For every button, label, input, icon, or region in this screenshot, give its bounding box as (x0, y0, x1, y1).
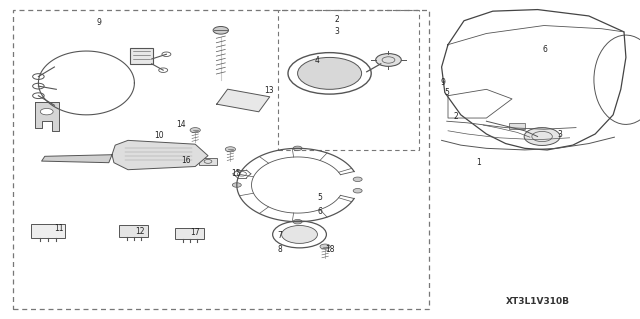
Text: 1: 1 (476, 158, 481, 167)
Polygon shape (217, 89, 269, 112)
FancyBboxPatch shape (175, 228, 204, 239)
Text: 7: 7 (277, 231, 282, 240)
Text: 3: 3 (557, 130, 563, 139)
Text: 16: 16 (180, 156, 191, 165)
Circle shape (298, 57, 362, 89)
Text: 17: 17 (190, 228, 200, 237)
Text: 9: 9 (440, 78, 445, 87)
Text: 14: 14 (176, 120, 186, 129)
Circle shape (293, 219, 302, 224)
Circle shape (376, 54, 401, 66)
Text: 2: 2 (453, 112, 458, 121)
FancyBboxPatch shape (31, 224, 65, 238)
Bar (13, 10, 429, 309)
Text: 3: 3 (335, 27, 340, 36)
Text: 8: 8 (277, 245, 282, 254)
Text: 4: 4 (314, 56, 319, 65)
Text: 6: 6 (317, 207, 323, 216)
FancyBboxPatch shape (199, 158, 217, 165)
Text: 2: 2 (335, 15, 340, 24)
Text: 11: 11 (54, 224, 63, 233)
Circle shape (232, 183, 241, 187)
Text: 12: 12 (135, 227, 144, 236)
Text: XT3L1V310B: XT3L1V310B (506, 297, 570, 306)
FancyBboxPatch shape (130, 48, 153, 64)
Circle shape (190, 128, 200, 133)
Circle shape (282, 226, 317, 243)
FancyBboxPatch shape (509, 123, 525, 129)
Text: 6: 6 (543, 45, 548, 54)
Circle shape (213, 26, 228, 34)
FancyBboxPatch shape (119, 225, 148, 237)
Text: 5: 5 (317, 193, 323, 202)
Text: 9: 9 (97, 18, 102, 27)
Text: 10: 10 (154, 131, 164, 140)
Text: 13: 13 (264, 86, 274, 95)
Text: 18: 18 (325, 245, 334, 254)
Text: 5: 5 (444, 88, 449, 97)
Circle shape (524, 128, 560, 145)
Circle shape (353, 189, 362, 193)
Polygon shape (35, 102, 59, 131)
Circle shape (293, 146, 302, 151)
Text: 15: 15 (230, 169, 241, 178)
Circle shape (225, 147, 236, 152)
Polygon shape (112, 140, 208, 170)
Circle shape (353, 177, 362, 182)
Polygon shape (42, 155, 112, 163)
Circle shape (40, 108, 53, 115)
Circle shape (320, 244, 330, 249)
Bar (278, 10, 419, 150)
